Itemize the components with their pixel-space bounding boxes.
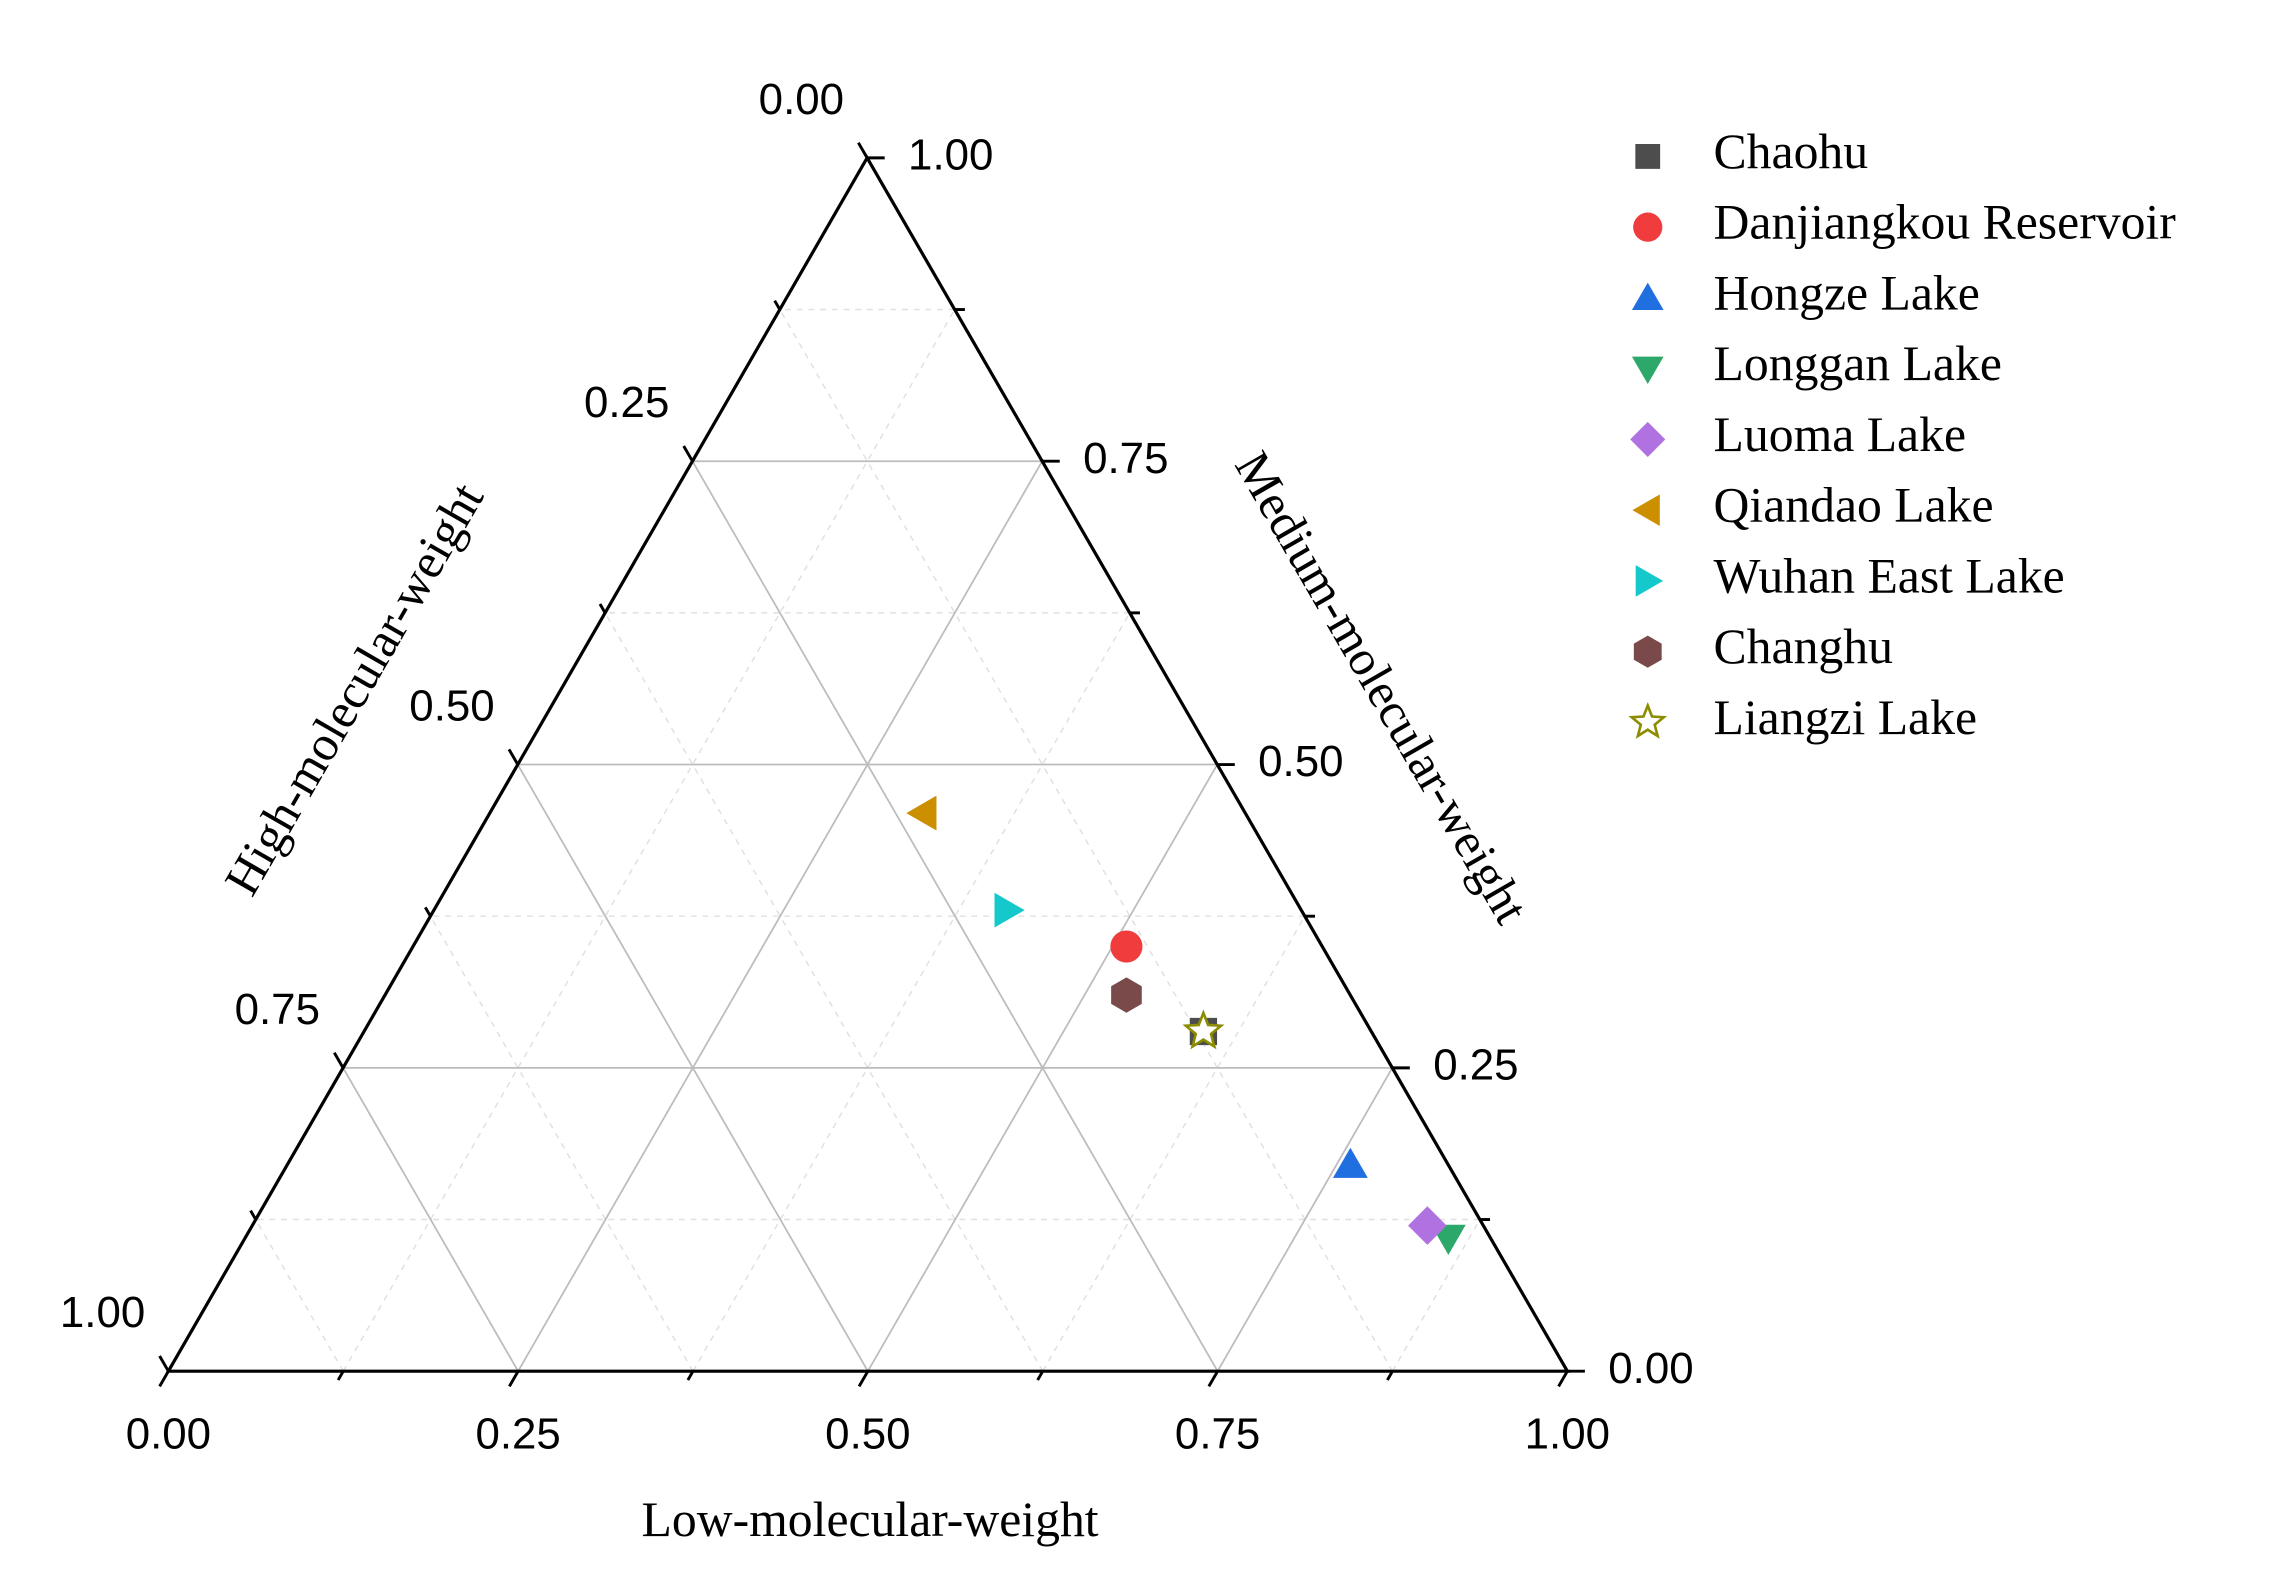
data-point <box>1182 1009 1225 1050</box>
grid-line <box>691 460 1219 1372</box>
high-tick-label: 0.75 <box>235 985 320 1034</box>
grid-line <box>429 915 694 1372</box>
grid-line <box>604 612 1044 1372</box>
grid-line <box>517 764 869 1372</box>
high-tick-label: 0.50 <box>409 682 494 731</box>
grid-line <box>1391 1219 1481 1372</box>
tick-mark <box>857 141 869 159</box>
legend-label: Liangzi Lake <box>1714 690 1977 745</box>
low-tick-label: 0.50 <box>825 1410 910 1459</box>
grid-line <box>342 309 956 1372</box>
grid-line <box>1216 1067 1394 1372</box>
medium-tick-label: 0.50 <box>1258 737 1343 786</box>
medium-tick-label: 0.00 <box>1608 1344 1693 1393</box>
low-tick-label: 1.00 <box>1525 1410 1610 1459</box>
tick-mark <box>333 1051 345 1069</box>
legend-label: Longgan Lake <box>1714 336 2002 391</box>
low-tick-label: 0.75 <box>1175 1410 1260 1459</box>
low-axis-title: Low-molecular-weight <box>642 1492 1099 1547</box>
data-point <box>994 892 1025 928</box>
grid-line <box>517 460 1043 1372</box>
legend-label: Danjiangkou Reservoir <box>1714 195 2177 250</box>
legend-label: Changhu <box>1714 619 1893 674</box>
low-tick-label: 0.25 <box>475 1410 560 1459</box>
tick-mark <box>686 1370 695 1381</box>
grid-line <box>1042 915 1306 1372</box>
legend-label: Hongze Lake <box>1714 265 1980 320</box>
tick-mark <box>158 1355 170 1372</box>
legend-marker <box>1633 635 1662 668</box>
tick-mark <box>1207 1370 1219 1388</box>
legend-marker <box>1633 212 1663 242</box>
tick-mark <box>857 1370 870 1388</box>
data-point <box>1111 977 1142 1013</box>
tick-mark <box>773 299 782 311</box>
legend-marker <box>1631 356 1664 385</box>
legend-marker <box>1631 282 1664 310</box>
legend-marker <box>1632 494 1660 527</box>
grid-line <box>342 1067 519 1372</box>
data-point <box>1408 1206 1447 1245</box>
tick-mark <box>1036 1370 1045 1381</box>
tick-mark <box>158 1370 170 1388</box>
legend-marker <box>1630 421 1666 457</box>
tick-mark <box>424 906 432 917</box>
grid-line <box>779 309 1394 1372</box>
medium-tick-label: 0.75 <box>1083 434 1168 483</box>
grid-line <box>692 612 1131 1372</box>
tick-mark <box>508 1370 520 1388</box>
grid-line <box>255 1219 344 1372</box>
tick-mark <box>1386 1370 1394 1381</box>
legend-marker <box>1635 565 1664 597</box>
medium-tick-label: 1.00 <box>908 130 993 179</box>
legend-marker <box>1635 144 1661 169</box>
legend-label: Chaohu <box>1714 124 1869 179</box>
tick-mark <box>336 1370 345 1381</box>
legend-label: Qiandao Lake <box>1714 478 1994 533</box>
high-tick-label: 0.00 <box>759 75 844 124</box>
high-tick-label: 1.00 <box>60 1288 145 1337</box>
tick-mark <box>682 445 694 462</box>
tick-mark <box>507 748 520 766</box>
grid-line <box>867 764 1219 1372</box>
legend-marker <box>1628 702 1668 739</box>
high-tick-label: 0.25 <box>584 378 669 427</box>
data-point <box>1332 1147 1368 1178</box>
low-tick-label: 0.00 <box>126 1410 211 1459</box>
tick-mark <box>1557 1370 1569 1388</box>
data-point <box>906 795 937 831</box>
legend-label: Luoma Lake <box>1714 407 1966 462</box>
legend-label: Wuhan East Lake <box>1714 548 2065 603</box>
tick-mark <box>249 1209 257 1221</box>
tick-mark <box>598 603 607 614</box>
data-point <box>1110 930 1143 963</box>
medium-tick-label: 0.25 <box>1433 1040 1518 1089</box>
